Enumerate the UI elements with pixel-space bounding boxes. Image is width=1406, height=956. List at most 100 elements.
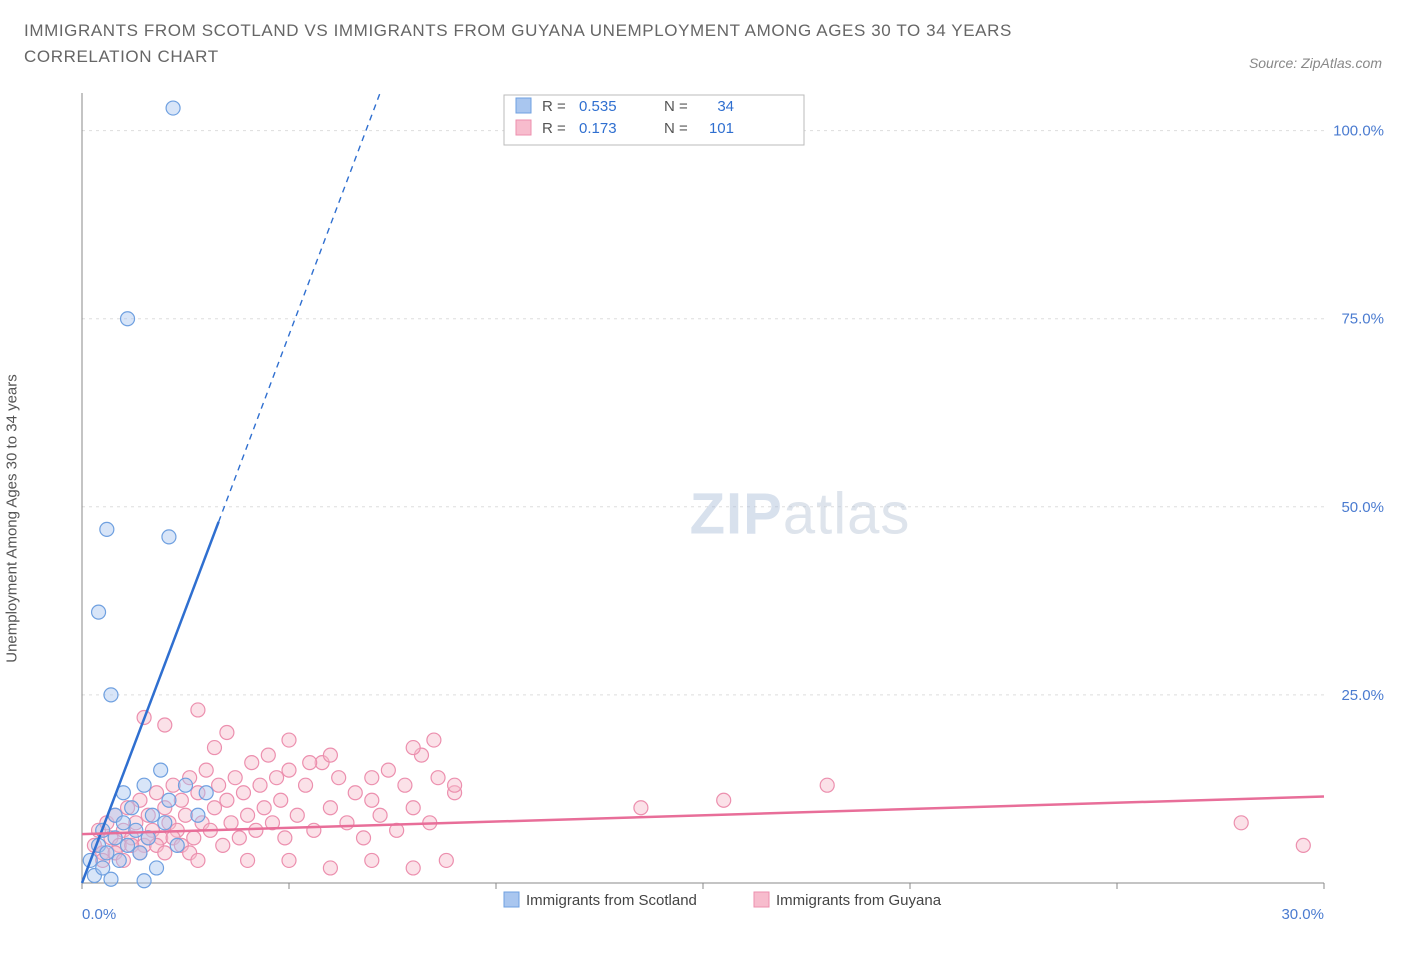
- data-point: [228, 770, 242, 784]
- data-point: [199, 763, 213, 777]
- legend-n-label: N =: [664, 98, 688, 115]
- data-point: [179, 778, 193, 792]
- data-point: [92, 605, 106, 619]
- data-point: [245, 755, 259, 769]
- data-point: [307, 823, 321, 837]
- data-point: [717, 793, 731, 807]
- data-point: [406, 740, 420, 754]
- data-point: [261, 748, 275, 762]
- data-point: [158, 846, 172, 860]
- chart-title: IMMIGRANTS FROM SCOTLAND VS IMMIGRANTS F…: [24, 18, 1144, 71]
- data-point: [241, 808, 255, 822]
- data-point: [365, 770, 379, 784]
- y-tick-label: 100.0%: [1333, 122, 1384, 139]
- data-point: [162, 793, 176, 807]
- data-point: [137, 778, 151, 792]
- data-point: [820, 778, 834, 792]
- data-point: [112, 853, 126, 867]
- data-point: [249, 823, 263, 837]
- data-point: [207, 740, 221, 754]
- legend-r-value: 0.173: [579, 120, 617, 137]
- data-point: [439, 853, 453, 867]
- legend-r-label: R =: [542, 120, 566, 137]
- data-point: [278, 831, 292, 845]
- watermark: ZIPatlas: [690, 481, 911, 546]
- data-point: [199, 785, 213, 799]
- data-point: [323, 800, 337, 814]
- data-point: [158, 815, 172, 829]
- data-point: [162, 530, 176, 544]
- y-axis-label: Unemployment Among Ages 30 to 34 years: [4, 374, 21, 663]
- legend-series-label: Immigrants from Guyana: [776, 892, 942, 909]
- data-point: [216, 838, 230, 852]
- data-point: [290, 808, 304, 822]
- legend-r-label: R =: [542, 98, 566, 115]
- legend-n-label: N =: [664, 120, 688, 137]
- data-point: [100, 522, 114, 536]
- data-point: [348, 785, 362, 799]
- data-point: [220, 725, 234, 739]
- data-point: [406, 861, 420, 875]
- scatter-chart: 25.0% 50.0% 75.0% 100.0% 0.0% 30.0% ZIPatlas R …: [74, 83, 1394, 933]
- y-tick-label: 25.0%: [1341, 687, 1384, 704]
- data-point: [212, 778, 226, 792]
- data-point: [274, 793, 288, 807]
- data-point: [448, 778, 462, 792]
- legend-swatch: [516, 98, 531, 113]
- data-point: [191, 853, 205, 867]
- data-point: [253, 778, 267, 792]
- data-point: [100, 846, 114, 860]
- y-tick-label: 50.0%: [1341, 498, 1384, 515]
- trend-line-extrapolated: [219, 93, 380, 522]
- legend-swatch: [516, 120, 531, 135]
- data-point: [1296, 838, 1310, 852]
- y-tick-label: 75.0%: [1341, 310, 1384, 327]
- data-point: [224, 815, 238, 829]
- data-point: [257, 800, 271, 814]
- data-point: [145, 808, 159, 822]
- data-point: [431, 770, 445, 784]
- data-point: [332, 770, 346, 784]
- data-point: [398, 778, 412, 792]
- data-point: [154, 763, 168, 777]
- data-point: [187, 831, 201, 845]
- data-point: [191, 703, 205, 717]
- x-tick-label: 0.0%: [82, 906, 116, 923]
- legend-n-value: 34: [717, 98, 734, 115]
- data-point: [150, 785, 164, 799]
- data-point: [133, 846, 147, 860]
- data-point: [137, 873, 151, 887]
- data-point: [125, 800, 139, 814]
- data-point: [207, 800, 221, 814]
- data-point: [282, 853, 296, 867]
- data-point: [373, 808, 387, 822]
- data-point: [634, 800, 648, 814]
- legend-series-label: Immigrants from Scotland: [526, 892, 697, 909]
- data-point: [121, 311, 135, 325]
- data-point: [129, 823, 143, 837]
- data-point: [232, 831, 246, 845]
- data-point: [158, 718, 172, 732]
- legend-n-value: 101: [709, 120, 734, 137]
- data-point: [1234, 815, 1248, 829]
- data-point: [323, 861, 337, 875]
- data-point: [299, 778, 313, 792]
- x-tick-label: 30.0%: [1281, 906, 1324, 923]
- legend-swatch: [504, 892, 519, 907]
- data-point: [121, 838, 135, 852]
- data-point: [150, 861, 164, 875]
- data-point: [220, 793, 234, 807]
- data-point: [381, 763, 395, 777]
- data-point: [191, 808, 205, 822]
- data-point: [236, 785, 250, 799]
- data-point: [427, 733, 441, 747]
- data-point: [116, 815, 130, 829]
- data-point: [365, 793, 379, 807]
- data-point: [166, 101, 180, 115]
- data-point: [357, 831, 371, 845]
- data-point: [282, 763, 296, 777]
- legend-swatch: [754, 892, 769, 907]
- data-point: [270, 770, 284, 784]
- data-point: [241, 853, 255, 867]
- data-point: [104, 688, 118, 702]
